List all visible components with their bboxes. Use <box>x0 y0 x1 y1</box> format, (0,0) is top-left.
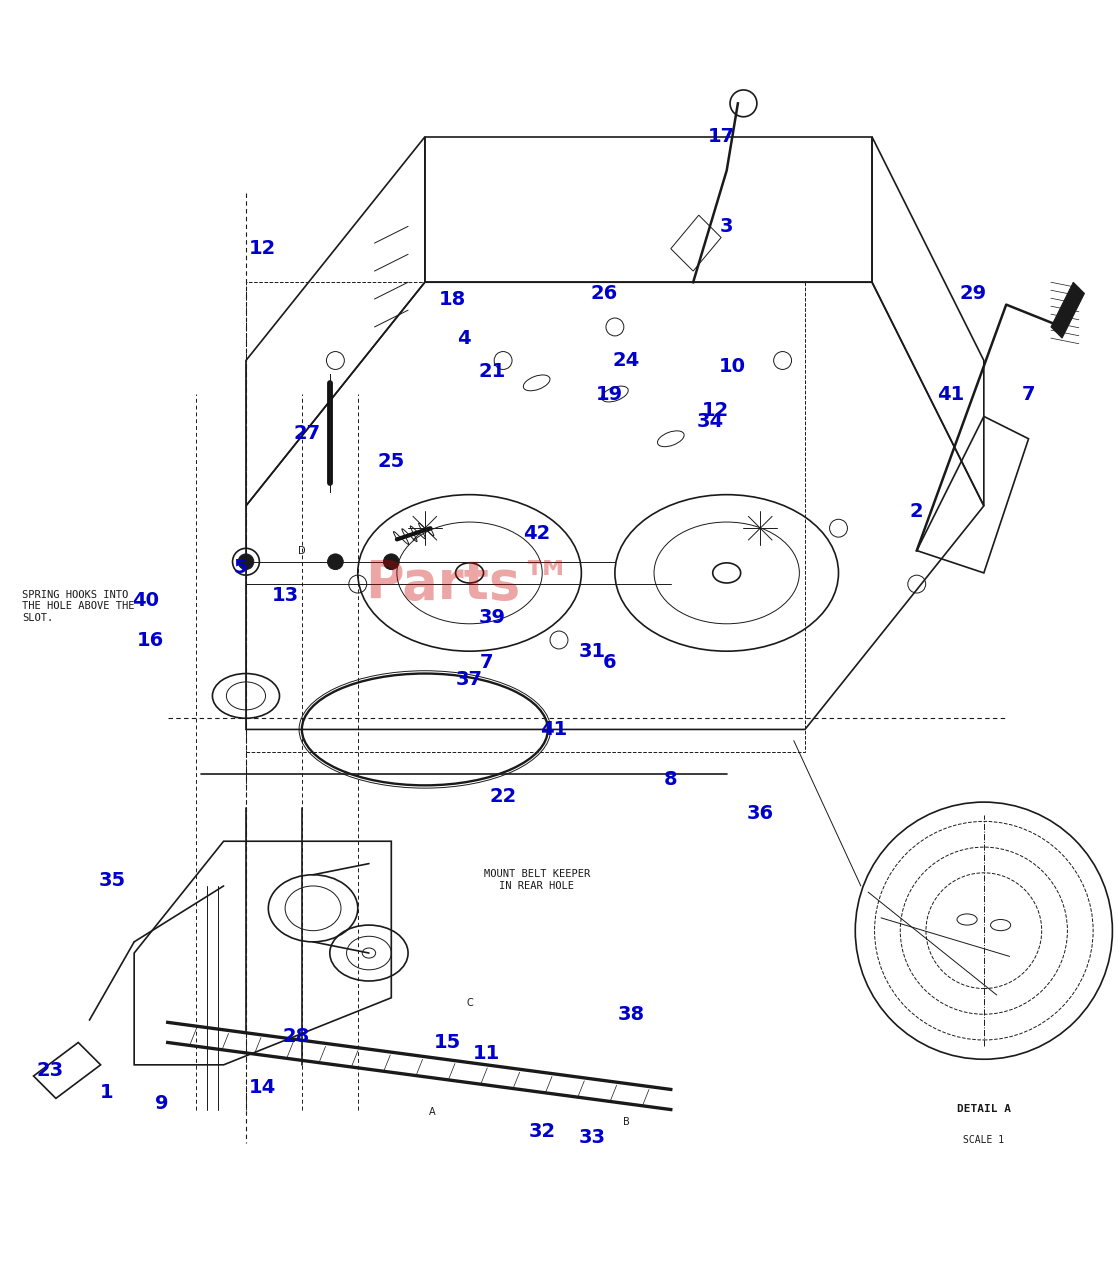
Text: 39: 39 <box>479 608 505 627</box>
Text: 2: 2 <box>910 502 923 521</box>
Text: C: C <box>466 998 473 1009</box>
Text: 3: 3 <box>720 216 733 236</box>
Circle shape <box>328 554 343 570</box>
Text: 25: 25 <box>378 452 405 471</box>
Text: 40: 40 <box>132 591 159 611</box>
Text: DETAIL A: DETAIL A <box>957 1103 1011 1114</box>
Text: 17: 17 <box>708 128 735 146</box>
Text: 27: 27 <box>294 424 321 443</box>
Text: 34: 34 <box>697 412 723 431</box>
Text: 28: 28 <box>283 1028 310 1046</box>
Text: 5: 5 <box>234 558 247 577</box>
Text: SPRING HOOKS INTO
THE HOLE ABOVE THE
SLOT.: SPRING HOOKS INTO THE HOLE ABOVE THE SLO… <box>22 590 135 623</box>
Text: 22: 22 <box>490 787 517 806</box>
Text: 12: 12 <box>249 239 276 259</box>
Text: 11: 11 <box>473 1044 500 1064</box>
Text: 35: 35 <box>98 870 125 890</box>
Text: 18: 18 <box>439 289 466 308</box>
Text: 10: 10 <box>719 357 746 375</box>
Text: 6: 6 <box>603 653 616 672</box>
Text: 38: 38 <box>618 1005 645 1024</box>
Text: SCALE 1: SCALE 1 <box>964 1135 1004 1146</box>
Text: 13: 13 <box>272 586 299 604</box>
Text: 26: 26 <box>590 284 617 303</box>
Text: 41: 41 <box>540 719 567 739</box>
Text: 23: 23 <box>37 1061 64 1080</box>
Text: 33: 33 <box>579 1128 606 1147</box>
Text: 7: 7 <box>480 653 493 672</box>
Text: 42: 42 <box>523 525 550 543</box>
Text: 32: 32 <box>529 1123 556 1142</box>
Text: 29: 29 <box>959 284 986 303</box>
Circle shape <box>238 554 254 570</box>
Text: Parts™: Parts™ <box>366 558 574 611</box>
Text: D: D <box>299 545 305 556</box>
Text: 15: 15 <box>434 1033 461 1052</box>
Text: 37: 37 <box>456 669 483 689</box>
Text: 1: 1 <box>100 1083 113 1102</box>
Text: 31: 31 <box>579 641 606 660</box>
Text: 41: 41 <box>937 384 964 403</box>
Text: 16: 16 <box>138 631 164 649</box>
Text: A: A <box>429 1107 436 1116</box>
Text: 19: 19 <box>596 384 623 403</box>
Circle shape <box>383 554 399 570</box>
Polygon shape <box>1051 282 1084 338</box>
Text: 9: 9 <box>155 1094 169 1114</box>
Text: B: B <box>623 1117 629 1126</box>
Text: MOUNT BELT KEEPER
IN REAR HOLE: MOUNT BELT KEEPER IN REAR HOLE <box>483 869 590 891</box>
Text: 36: 36 <box>747 804 774 823</box>
Text: 4: 4 <box>457 329 471 348</box>
Text: 24: 24 <box>613 351 639 370</box>
Text: 7: 7 <box>1022 384 1035 403</box>
Text: 12: 12 <box>702 402 729 420</box>
Text: 21: 21 <box>479 362 505 381</box>
Bar <box>246 282 805 751</box>
Text: 8: 8 <box>664 771 678 790</box>
Text: 14: 14 <box>249 1078 276 1097</box>
